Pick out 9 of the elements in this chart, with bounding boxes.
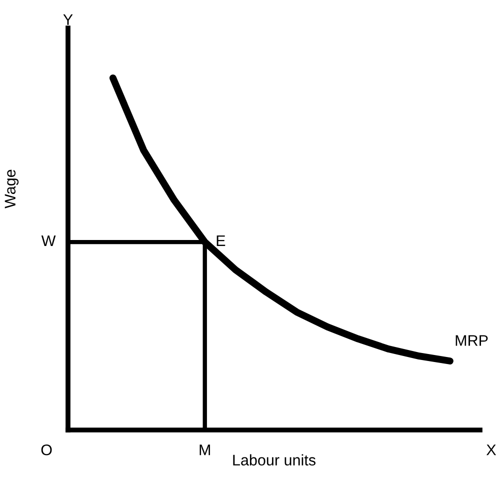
text: X: [486, 444, 496, 456]
text: M: [200, 444, 210, 456]
series-label: MRP: [456, 335, 488, 346]
x-axis-title: Labour units: [233, 454, 316, 466]
ref-line-label: W: [41, 235, 56, 246]
text: Y: [63, 14, 73, 25]
y-axis-title: Wage: [4, 170, 19, 208]
text: O: [41, 444, 52, 456]
annotation: E: [216, 235, 226, 246]
